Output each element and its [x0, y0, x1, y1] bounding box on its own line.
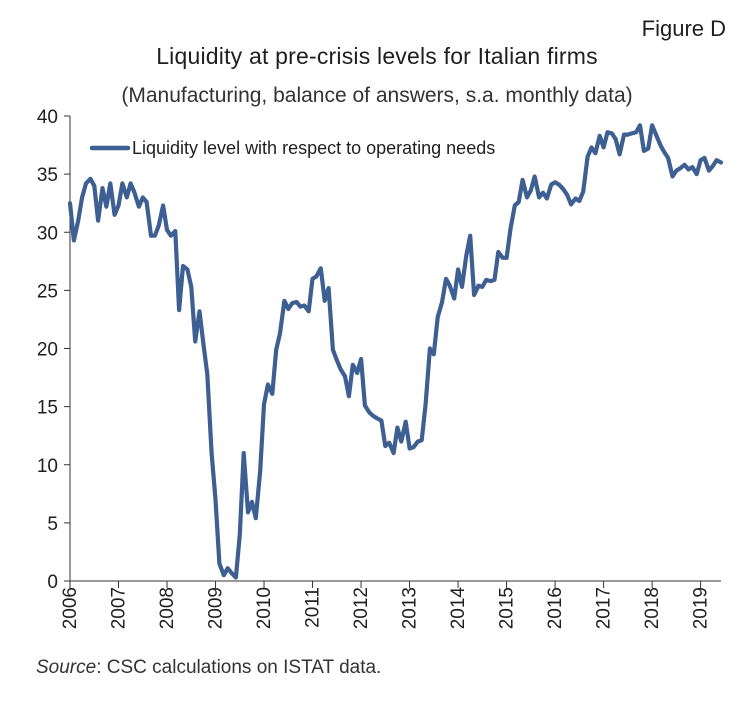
- y-tick-label: 5: [47, 514, 58, 535]
- source-note: Source: CSC calculations on ISTAT data.: [36, 657, 381, 679]
- legend-label: Liquidity level with respect to operatin…: [132, 138, 495, 158]
- source-text: : CSC calculations on ISTAT data.: [96, 657, 382, 678]
- y-tick-label: 15: [37, 398, 58, 419]
- x-tick-label: 2006: [60, 587, 81, 629]
- chart-subtitle: (Manufacturing, balance of answers, s.a.…: [121, 84, 633, 107]
- x-tick-label: 2015: [497, 587, 518, 629]
- y-tick-label: 35: [37, 165, 58, 186]
- x-tick-label: 2008: [157, 587, 178, 629]
- y-tick-label: 40: [37, 107, 58, 128]
- x-tick-label: 2014: [448, 587, 469, 630]
- chart-axes: 0 5 10 15 20 25 30 35 40 2006 2007 2008 2009 2010 2011…: [37, 107, 721, 629]
- x-tick-label: 2011: [303, 587, 324, 628]
- y-tick-label: 0: [47, 572, 58, 593]
- x-tick-label: 2017: [594, 587, 615, 629]
- chart-legend: Liquidity level with respect to operatin…: [89, 138, 495, 158]
- series-layer: [67, 123, 724, 580]
- x-tick-label: 2016: [545, 587, 566, 629]
- x-tick-label: 2009: [206, 587, 227, 629]
- y-tick-label: 10: [37, 456, 58, 477]
- y-tick-label: 20: [37, 340, 58, 361]
- x-tick-label: 2019: [691, 587, 712, 629]
- y-tick-label: 25: [37, 281, 58, 302]
- source-label: Source: [36, 657, 97, 678]
- chart-title: Liquidity at pre-crisis levels for Itali…: [156, 43, 598, 69]
- x-tick-label: 2013: [400, 587, 421, 629]
- series-line: [67, 123, 724, 580]
- y-tick-label: 30: [37, 223, 58, 244]
- x-tick-label: 2007: [109, 587, 130, 629]
- x-tick-label: 2010: [254, 587, 275, 629]
- figure-label: Figure D: [641, 16, 726, 41]
- x-tick-label: 2018: [642, 587, 663, 629]
- x-tick-label: 2012: [351, 587, 372, 629]
